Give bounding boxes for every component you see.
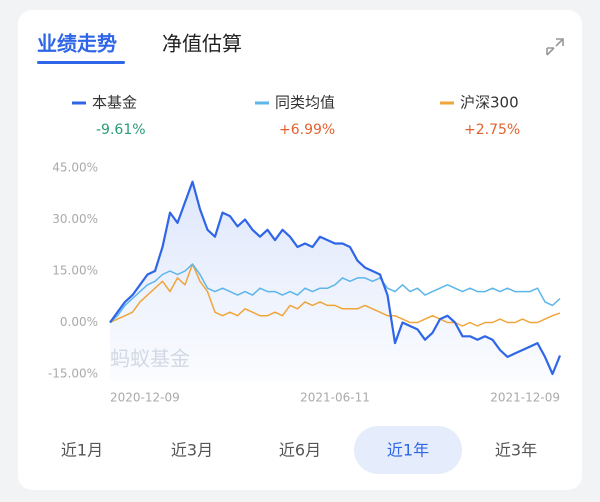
expand-icon[interactable] <box>546 38 564 56</box>
tab-underline <box>37 61 125 64</box>
x-tick-label: 2020-12-09 <box>110 391 180 405</box>
tab[interactable]: 业绩走势 <box>37 32 117 56</box>
tab[interactable]: 净值估算 <box>162 32 242 56</box>
legend-label: 本基金 <box>92 94 137 112</box>
area <box>110 181 560 381</box>
range-button[interactable]: 近1年 <box>387 441 429 460</box>
legend-change: +2.75% <box>464 122 520 138</box>
y-tick-label: 0.00% <box>60 315 98 329</box>
legend-label: 沪深300 <box>460 94 519 112</box>
y-tick-label: 45.00% <box>52 161 98 175</box>
y-tick-label: 30.00% <box>52 212 98 226</box>
range-button[interactable]: 近3月 <box>171 441 213 460</box>
y-tick-label: 15.00% <box>52 264 98 278</box>
y-tick-label: -15.00% <box>48 367 98 381</box>
expand-glyph <box>546 38 564 56</box>
range-button[interactable]: 近6月 <box>279 441 321 460</box>
legend-change: -9.61% <box>96 122 146 138</box>
x-tick-label: 2021-06-11 <box>300 391 370 405</box>
x-tick-label: 2021-12-09 <box>490 391 560 405</box>
legend-label: 同类均值 <box>275 94 335 112</box>
range-active-bg <box>354 426 462 474</box>
line <box>109 180 562 376</box>
legend-change: +6.99% <box>279 122 335 138</box>
range-button[interactable]: 近1月 <box>61 441 103 460</box>
line <box>109 263 561 324</box>
line <box>109 263 561 327</box>
range-button[interactable]: 近3年 <box>495 441 537 460</box>
